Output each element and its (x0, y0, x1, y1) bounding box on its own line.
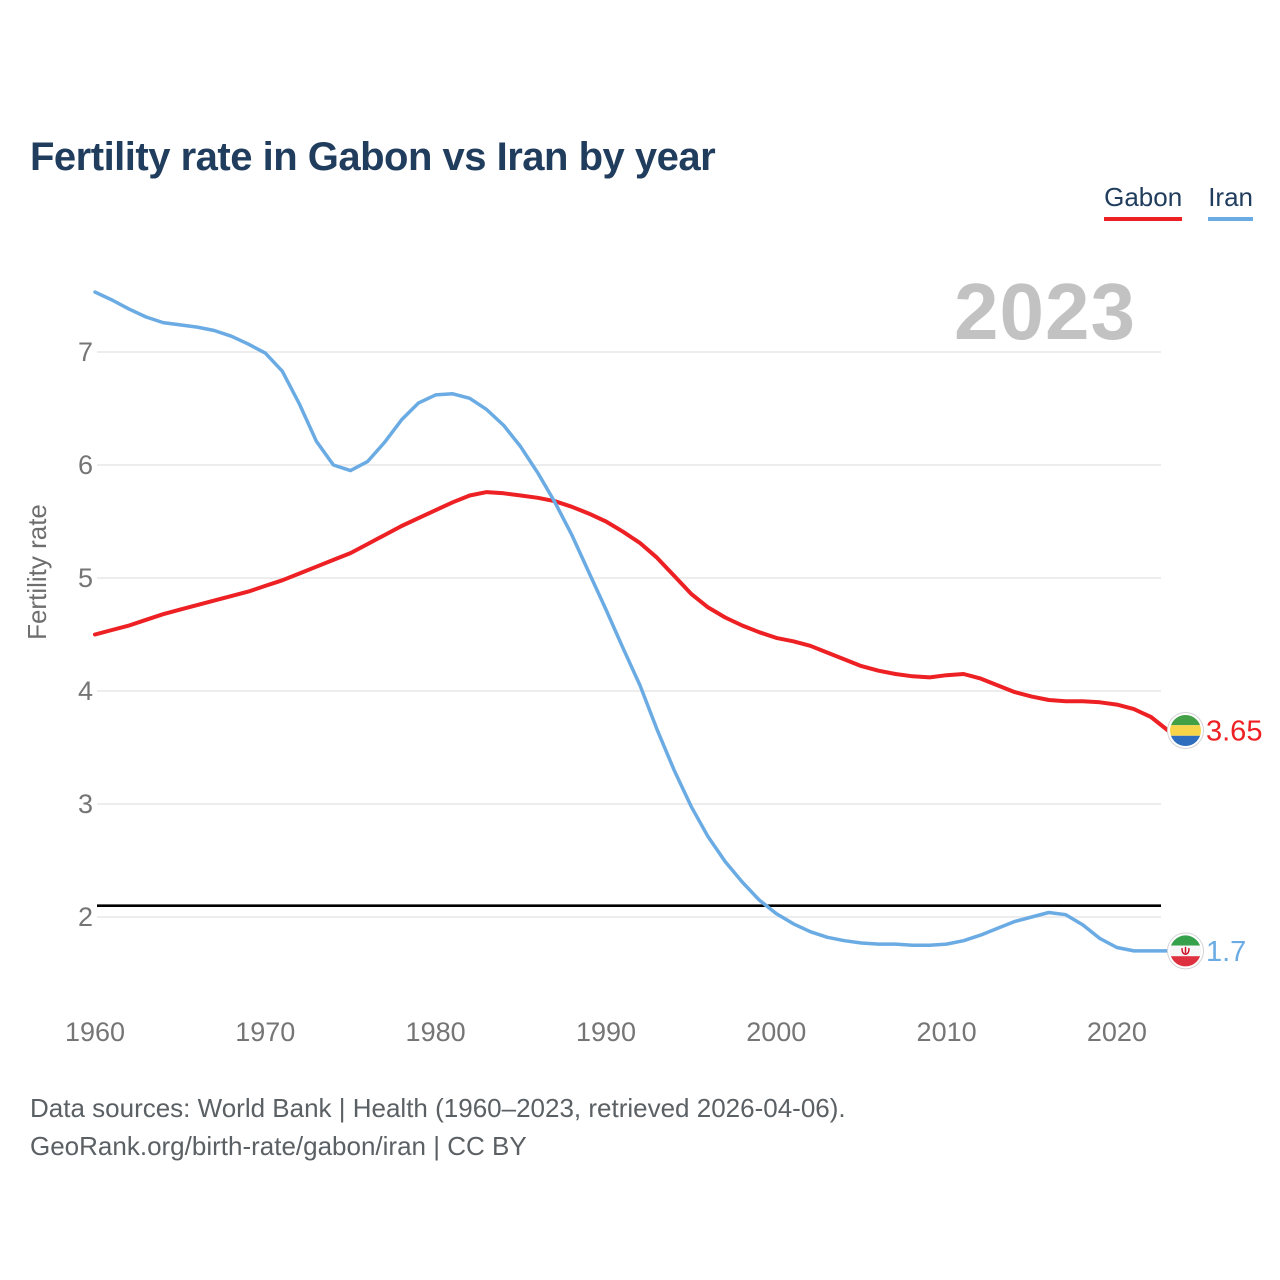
footer-data-sources: Data sources: World Bank | Health (1960–… (30, 1093, 846, 1123)
chart-title: Fertility rate in Gabon vs Iran by year (30, 134, 716, 179)
y-tick-label-3: 3 (78, 789, 93, 819)
x-tick-label-2020: 2020 (1087, 1017, 1147, 1047)
y-tick-label-2: 2 (78, 902, 93, 932)
legend-label-iran: Iran (1208, 182, 1253, 212)
footer-attribution: GeoRank.org/birth-rate/gabon/iran | CC B… (30, 1131, 527, 1161)
legend: Gabon Iran (1104, 183, 1253, 221)
y-tick-label-6: 6 (78, 450, 93, 480)
x-tick-label-2000: 2000 (746, 1017, 806, 1047)
end-value-gabon: 3.65 (1206, 716, 1262, 748)
gabon-flag-icon (1167, 712, 1204, 749)
x-tick-label-1980: 1980 (406, 1017, 466, 1047)
chart-footer: Data sources: World Bank | Health (1960–… (30, 1089, 846, 1165)
x-tick-label-1960: 1960 (65, 1017, 125, 1047)
x-tick-label-1970: 1970 (235, 1017, 295, 1047)
y-tick-label-7: 7 (78, 337, 93, 367)
line-series-iran[interactable] (93, 290, 1170, 953)
legend-item-iran[interactable]: Iran (1208, 183, 1253, 221)
iran-flag-icon (1167, 932, 1204, 970)
y-tick-label-4: 4 (78, 676, 93, 706)
y-tick-label-5: 5 (78, 563, 93, 593)
x-tick-label-1990: 1990 (576, 1017, 636, 1047)
y-axis-label: Fertility rate (22, 504, 52, 640)
x-tick-label-2010: 2010 (917, 1017, 977, 1047)
legend-label-gabon: Gabon (1104, 182, 1183, 212)
year-watermark: 2023 (954, 267, 1136, 356)
line-series-gabon[interactable] (93, 490, 1170, 733)
legend-item-gabon[interactable]: Gabon (1104, 182, 1183, 221)
end-value-iran: 1.7 (1206, 936, 1246, 968)
